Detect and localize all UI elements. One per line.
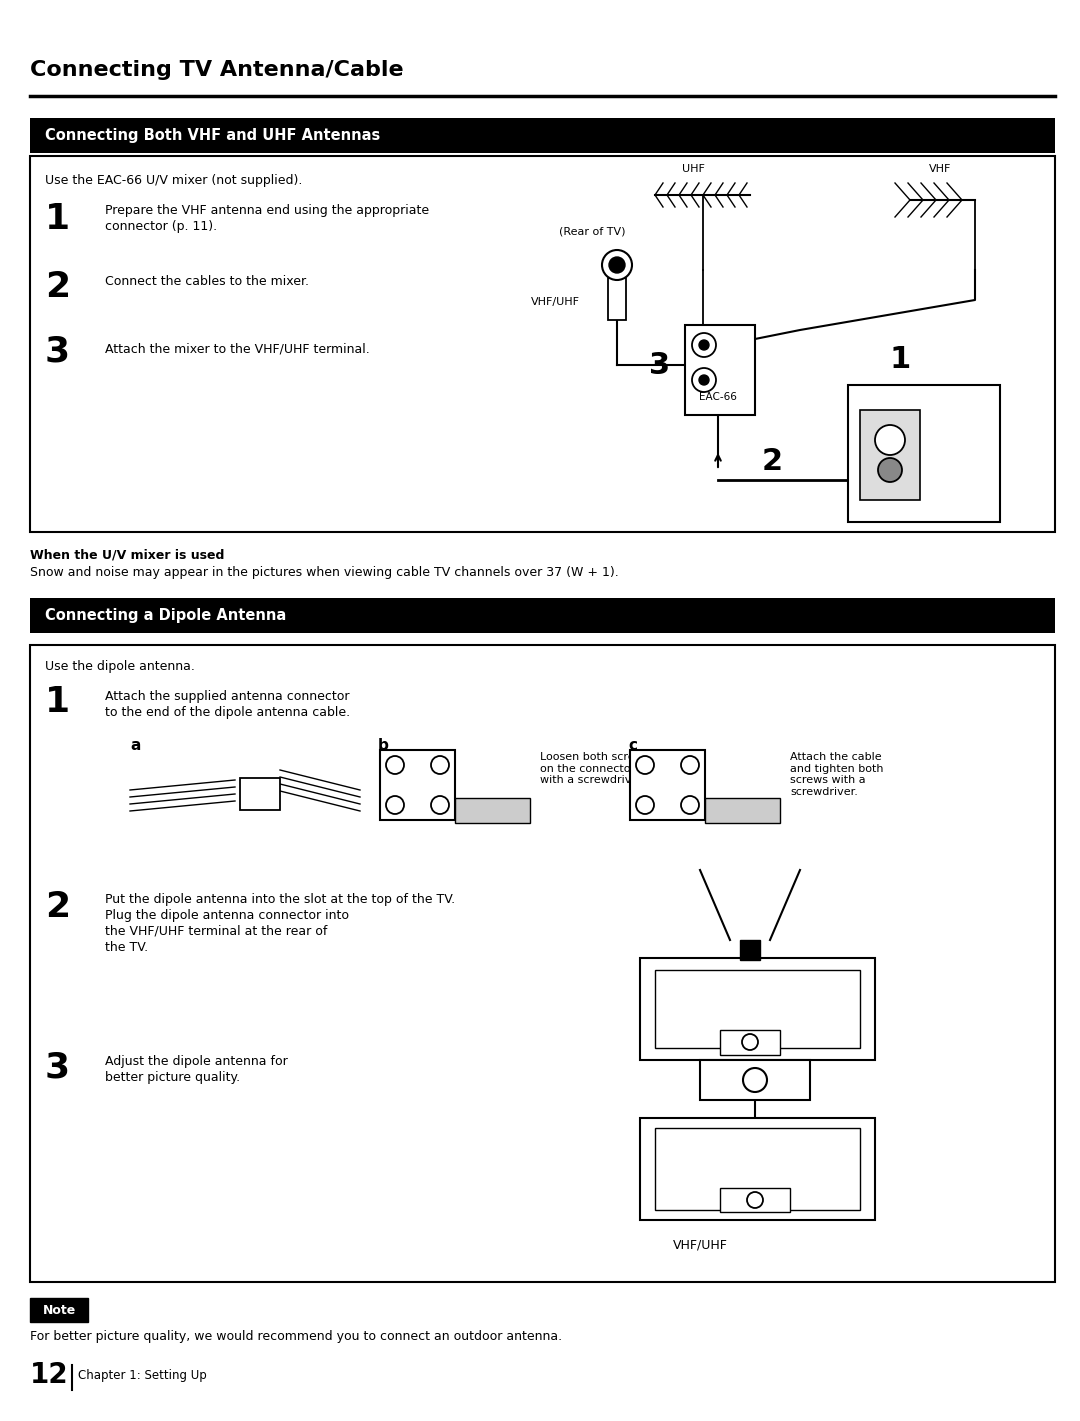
Text: 1: 1 [45,202,70,236]
Circle shape [602,250,632,280]
Circle shape [743,1069,767,1091]
Bar [720,1030,780,1054]
Bar [455,799,530,823]
Bar [30,156,1055,531]
Bar [860,411,920,500]
Text: Put the dipole antenna into the slot at the top of the TV.: Put the dipole antenna into the slot at … [105,892,455,907]
Bar [740,941,760,961]
Text: Snow and noise may appear in the pictures when viewing cable TV channels over 37: Snow and noise may appear in the picture… [30,566,619,578]
Bar [630,750,705,820]
Bar [654,971,860,1049]
Text: (Rear of TV): (Rear of TV) [558,227,625,237]
Text: c: c [627,737,637,753]
Text: EAC-66: EAC-66 [699,392,737,402]
Text: Prepare the VHF antenna end using the appropriate: Prepare the VHF antenna end using the ap… [105,205,429,217]
Text: connector (p. 11).: connector (p. 11). [105,220,217,233]
Bar [720,1188,789,1212]
Text: 2: 2 [45,270,70,304]
Text: For better picture quality, we would recommend you to connect an outdoor antenna: For better picture quality, we would rec… [30,1330,562,1343]
Bar [30,645,1055,1282]
Circle shape [636,756,654,774]
Text: Loosen both screws
on the connector
with a screwdriver.: Loosen both screws on the connector with… [540,752,649,786]
Text: a: a [130,737,140,753]
Bar [848,385,1000,522]
Text: the TV.: the TV. [105,941,148,953]
Bar [240,779,280,810]
Circle shape [875,425,905,455]
Circle shape [386,756,404,774]
Bar [640,958,875,1060]
Circle shape [636,796,654,814]
Text: Note: Note [42,1303,76,1316]
Text: the VHF/UHF terminal at the rear of: the VHF/UHF terminal at the rear of [105,925,327,938]
Text: UHF: UHF [681,163,704,173]
Text: Connecting TV Antenna/Cable: Connecting TV Antenna/Cable [30,60,404,80]
Text: VHF: VHF [929,163,951,173]
Circle shape [609,257,625,273]
Circle shape [699,375,708,385]
Text: b: b [378,737,389,753]
Circle shape [681,796,699,814]
Bar [30,1297,87,1322]
Text: better picture quality.: better picture quality. [105,1071,240,1084]
Circle shape [878,458,902,482]
Circle shape [692,368,716,392]
Text: When the U/V mixer is used: When the U/V mixer is used [30,549,225,561]
Circle shape [747,1192,762,1208]
Bar [30,118,1055,153]
Text: 12: 12 [30,1361,69,1388]
Circle shape [692,333,716,357]
Bar [30,598,1055,632]
Bar [654,1128,860,1211]
Text: 1: 1 [45,685,70,719]
Text: Use the EAC-66 U/V mixer (not supplied).: Use the EAC-66 U/V mixer (not supplied). [45,173,302,188]
Text: Connecting Both VHF and UHF Antennas: Connecting Both VHF and UHF Antennas [45,128,380,144]
Text: VHF/UHF: VHF/UHF [673,1238,728,1250]
Text: 3: 3 [45,1050,70,1084]
Circle shape [431,756,449,774]
Bar [685,325,755,415]
Text: Connect the cables to the mixer.: Connect the cables to the mixer. [105,276,309,288]
Circle shape [699,340,708,350]
Text: 3: 3 [45,335,70,369]
Text: Adjust the dipole antenna for: Adjust the dipole antenna for [105,1054,287,1069]
Circle shape [681,756,699,774]
Text: Attach the cable
and tighten both
screws with a
screwdriver.: Attach the cable and tighten both screws… [789,752,883,797]
Text: Chapter 1: Setting Up: Chapter 1: Setting Up [78,1368,206,1381]
Bar [380,750,455,820]
Circle shape [386,796,404,814]
Text: 3: 3 [649,351,671,379]
Text: Connecting a Dipole Antenna: Connecting a Dipole Antenna [45,608,286,622]
Circle shape [431,796,449,814]
Text: 1: 1 [889,345,910,375]
Bar [608,279,626,320]
Text: 2: 2 [45,890,70,924]
Bar [705,799,780,823]
Text: Attach the supplied antenna connector: Attach the supplied antenna connector [105,691,350,703]
Text: to the end of the dipole antenna cable.: to the end of the dipole antenna cable. [105,706,350,719]
Circle shape [742,1034,758,1050]
Text: 2: 2 [761,448,783,476]
Text: Attach the mixer to the VHF/UHF terminal.: Attach the mixer to the VHF/UHF terminal… [105,342,369,355]
Text: Use the dipole antenna.: Use the dipole antenna. [45,659,194,674]
Bar [640,1118,875,1221]
Bar [700,1060,810,1100]
Text: VHF/UHF: VHF/UHF [531,297,580,307]
Text: Plug the dipole antenna connector into: Plug the dipole antenna connector into [105,909,349,922]
